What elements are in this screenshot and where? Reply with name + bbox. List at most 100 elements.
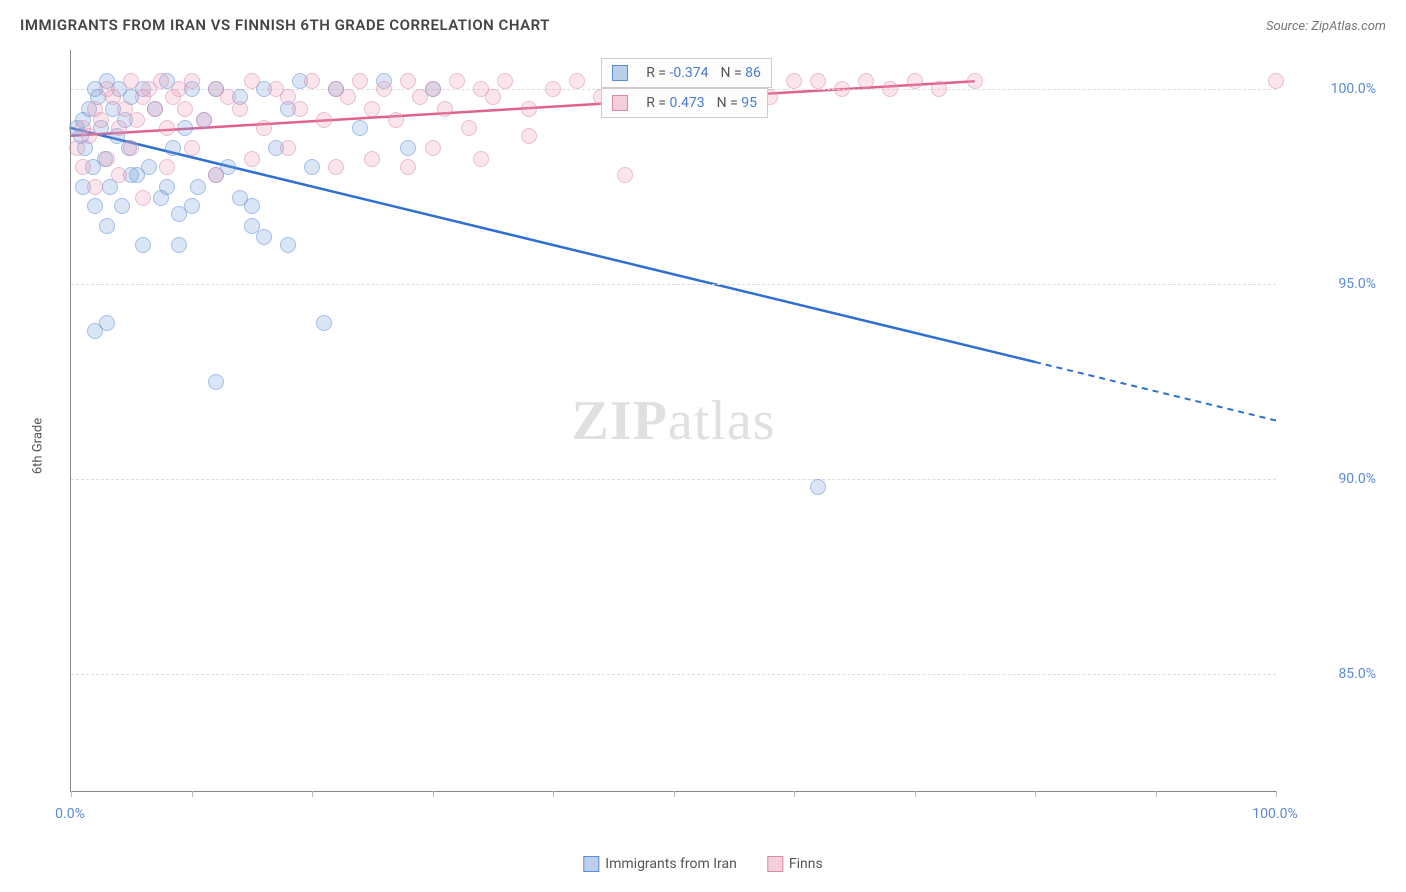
data-point <box>87 323 103 339</box>
data-point <box>449 73 465 89</box>
legend-label-finns: Finns <box>789 856 823 872</box>
data-point <box>967 73 983 89</box>
data-point <box>99 218 115 234</box>
trend-line <box>71 128 1035 362</box>
data-point <box>461 120 477 136</box>
data-point <box>184 73 200 89</box>
data-point <box>232 101 248 117</box>
gridline-h <box>71 479 1276 480</box>
data-point <box>437 101 453 117</box>
data-point <box>190 179 206 195</box>
data-point <box>882 81 898 97</box>
data-point <box>111 120 127 136</box>
data-point <box>352 73 368 89</box>
data-point <box>364 151 380 167</box>
data-point <box>786 73 802 89</box>
ytick-label: 90.0% <box>1338 471 1376 487</box>
data-point <box>69 140 85 156</box>
data-point <box>304 159 320 175</box>
data-point <box>244 151 260 167</box>
data-point <box>304 73 320 89</box>
data-point <box>834 81 850 97</box>
data-point <box>184 140 200 156</box>
xtick-mark <box>553 791 554 797</box>
data-point <box>388 112 404 128</box>
data-point <box>87 198 103 214</box>
xtick-mark <box>71 791 72 797</box>
data-point <box>196 112 212 128</box>
chart-header: IMMIGRANTS FROM IRAN VS FINNISH 6TH GRAD… <box>0 0 1406 42</box>
data-point <box>159 159 175 175</box>
xtick-label: 100.0% <box>1252 806 1297 822</box>
data-point <box>292 101 308 117</box>
stats-legend-row: R = 0.473 N = 95 <box>601 88 768 118</box>
data-point <box>87 179 103 195</box>
data-point <box>93 112 109 128</box>
stats-r-label: R = 0.473 <box>646 95 704 111</box>
data-point <box>159 179 175 195</box>
data-point <box>364 101 380 117</box>
data-point <box>153 73 169 89</box>
data-point <box>159 120 175 136</box>
data-point <box>907 73 923 89</box>
legend-item-iran: Immigrants from Iran <box>583 856 737 872</box>
data-point <box>497 73 513 89</box>
stats-n-label: N = 95 <box>717 95 757 111</box>
chart-source: Source: ZipAtlas.com <box>1266 19 1386 34</box>
xtick-mark <box>915 791 916 797</box>
legend-label-iran: Immigrants from Iran <box>605 856 737 872</box>
data-point <box>81 128 97 144</box>
stats-n-label: N = 86 <box>721 65 761 81</box>
legend-item-finns: Finns <box>767 856 823 872</box>
xtick-label: 0.0% <box>55 806 85 822</box>
watermark: ZIPatlas <box>572 389 776 453</box>
data-point <box>316 112 332 128</box>
data-point <box>931 81 947 97</box>
data-point <box>208 167 224 183</box>
xtick-mark <box>794 791 795 797</box>
data-point <box>256 120 272 136</box>
data-point <box>75 159 91 175</box>
data-point <box>376 81 392 97</box>
ytick-label: 100.0% <box>1331 81 1376 97</box>
data-point <box>400 73 416 89</box>
data-point <box>177 101 193 117</box>
data-point <box>1268 73 1284 89</box>
data-point <box>135 237 151 253</box>
data-point <box>485 89 501 105</box>
data-point <box>569 73 585 89</box>
data-point <box>111 167 127 183</box>
data-point <box>521 101 537 117</box>
legend-swatch-finns <box>767 856 783 872</box>
plot-area: ZIPatlas R = -0.374N = 86R = 0.473N = 95 <box>70 50 1276 792</box>
data-point <box>280 237 296 253</box>
data-point <box>244 73 260 89</box>
data-point <box>129 112 145 128</box>
xtick-mark <box>674 791 675 797</box>
data-point <box>425 81 441 97</box>
stats-legend-swatch <box>612 65 628 81</box>
xtick-mark <box>1276 791 1277 797</box>
data-point <box>232 190 248 206</box>
data-point <box>810 479 826 495</box>
xtick-mark <box>312 791 313 797</box>
data-point <box>177 120 193 136</box>
bottom-legend: Immigrants from Iran Finns <box>583 856 822 872</box>
data-point <box>165 140 181 156</box>
data-point <box>400 140 416 156</box>
data-point <box>280 140 296 156</box>
data-point <box>184 198 200 214</box>
xtick-mark <box>1156 791 1157 797</box>
xtick-mark <box>1035 791 1036 797</box>
data-point <box>316 315 332 331</box>
ytick-label: 95.0% <box>1338 276 1376 292</box>
data-point <box>208 374 224 390</box>
gridline-h <box>71 674 1276 675</box>
data-point <box>328 159 344 175</box>
data-point <box>171 237 187 253</box>
data-point <box>141 159 157 175</box>
data-point <box>256 229 272 245</box>
data-point <box>114 198 130 214</box>
y-axis-label: 6th Grade <box>31 418 46 474</box>
stats-legend-swatch <box>612 95 628 111</box>
